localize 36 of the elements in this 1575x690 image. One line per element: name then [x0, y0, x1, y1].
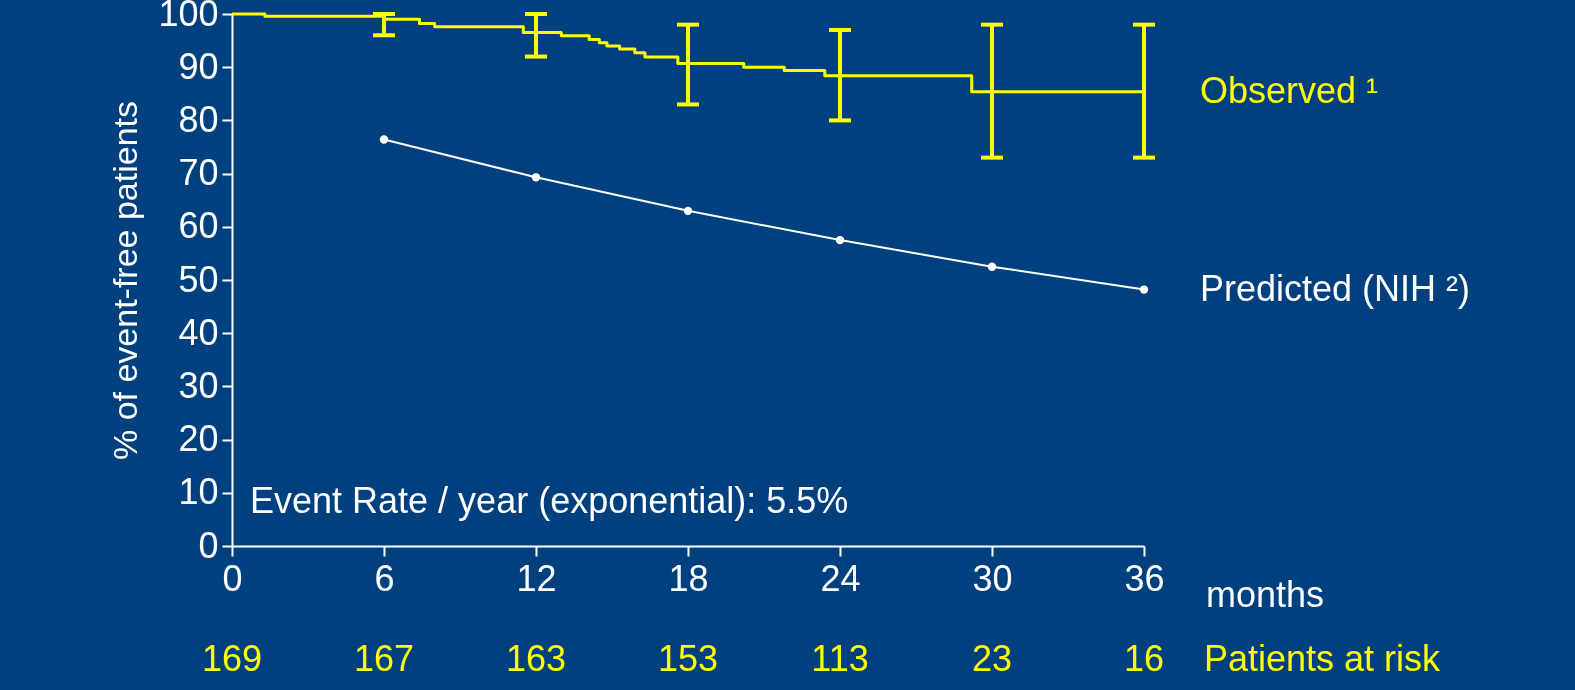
text: 113: [811, 638, 869, 679]
y-axis-title: % of event-free patients: [106, 100, 145, 461]
y-tick-label: 60: [178, 205, 219, 247]
point: [1139, 285, 1149, 294]
text: Patients at risk: [1204, 638, 1442, 679]
x-axis-title: months: [1206, 574, 1325, 615]
y-tick-label: 50: [178, 258, 219, 300]
point: [987, 262, 997, 271]
y-tick-label: 90: [178, 45, 219, 87]
x-tick-label: 36: [1124, 557, 1165, 599]
series-label: Observed ¹: [1200, 69, 1379, 111]
y-tick-label: 10: [178, 471, 219, 513]
y-tick-label: 0: [198, 524, 219, 566]
series-label: Predicted (NIH ²): [1200, 267, 1471, 309]
text: 23: [971, 638, 1013, 679]
x-tick-label: 6: [374, 557, 395, 599]
text: 163: [505, 638, 567, 679]
x-tick-label: 12: [516, 557, 557, 599]
y-tick-label: 80: [178, 98, 219, 140]
point: [379, 135, 389, 144]
x-tick-label: 30: [972, 557, 1013, 599]
x-tick-label: 24: [820, 557, 861, 599]
point: [531, 173, 541, 182]
x-tick-label: 18: [668, 557, 709, 599]
text: 169: [201, 638, 263, 679]
y-tick-label: 30: [178, 364, 219, 406]
y-tick-label: 100: [158, 0, 219, 34]
point: [683, 206, 693, 216]
y-tick-label: 40: [178, 311, 219, 353]
text: 16: [1123, 638, 1165, 679]
y-tick-label: 70: [178, 152, 219, 194]
text: 167: [353, 638, 415, 679]
text: 153: [657, 638, 719, 679]
y-tick-label: 20: [178, 418, 219, 460]
point: [835, 235, 845, 245]
annotation: Event Rate / year (exponential): 5.5%: [250, 480, 849, 521]
